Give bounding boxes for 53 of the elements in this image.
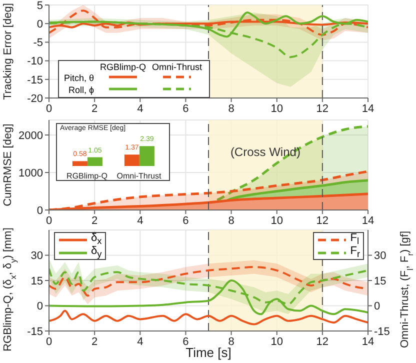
legend-label: δ$_{x}$ (91, 232, 102, 247)
x-tick-label: 14 (362, 102, 374, 115)
x-tick-label: 10 (270, 336, 283, 348)
legend-label: F$_{r}$ (350, 245, 360, 260)
y-tick-label: -15 (27, 326, 43, 338)
y-axis-title: CumRMSE [deg] (2, 124, 14, 206)
x-tick-label: 8 (228, 102, 234, 115)
y-tick-label: 30 (30, 250, 43, 262)
legend-label: F$_{l}$ (350, 232, 359, 247)
y-tick-label: 1000 (18, 167, 43, 180)
y-tick-label: 15 (30, 275, 43, 288)
x-tick-label: 4 (137, 102, 144, 115)
legend-label: Roll, ϕ (67, 84, 96, 96)
x-tick-label: 4 (137, 336, 144, 348)
annotation: (Cross Wind) (229, 145, 302, 159)
x-tick-label: 6 (182, 336, 189, 348)
x-tick-label: 12 (316, 102, 329, 115)
x-tick-label: 10 (270, 102, 283, 115)
y-tick-label: -15 (27, 74, 43, 86)
x-tick-label: 2 (92, 336, 98, 348)
x-axis-title: Time [s] (186, 345, 232, 360)
y2-tick-label: 30 (374, 250, 386, 262)
annotation: Omni-Thrust (151, 62, 204, 72)
x-tick-label: 8 (228, 214, 234, 227)
x-tick-label: 4 (137, 214, 144, 227)
x-tick-label: 12 (316, 336, 329, 348)
y-tick-label: 5 (36, 0, 43, 12)
x-tick-label: 6 (182, 102, 189, 115)
y-tick-label: 0 (36, 300, 43, 313)
legend-label: Pitch, θ (63, 72, 96, 84)
x-tick-label: 14 (362, 336, 374, 348)
x-tick-label: 0 (46, 336, 52, 348)
x-tick-label: 12 (316, 214, 329, 227)
x-tick-label: 0 (46, 102, 52, 115)
y-tick-label: -5 (33, 37, 43, 50)
x-tick-label: 10 (270, 214, 283, 227)
x-tick-label: 14 (362, 214, 374, 227)
y-tick-label: -10 (27, 56, 43, 68)
y-axis-title: Tracking Error [deg] (2, 3, 14, 100)
legend-label: δ$_{y}$ (91, 245, 102, 260)
x-tick-label: 6 (182, 214, 189, 227)
x-tick-label: 2 (92, 102, 98, 115)
y2-tick-label: 0 (374, 300, 380, 313)
annotation: RGBlimp-Q (99, 62, 148, 72)
y-tick-label: -20 (27, 92, 43, 105)
y2-tick-label: 15 (374, 275, 386, 288)
y-tick-label: 0 (36, 18, 43, 31)
y-tick-label: 0 (36, 204, 43, 217)
y2-tick-label: -15 (374, 326, 390, 338)
x-tick-label: 0 (46, 214, 52, 227)
x-tick-label: 8 (228, 336, 234, 348)
x-tick-label: 2 (92, 214, 98, 227)
y-tick-label: 2000 (18, 130, 43, 142)
